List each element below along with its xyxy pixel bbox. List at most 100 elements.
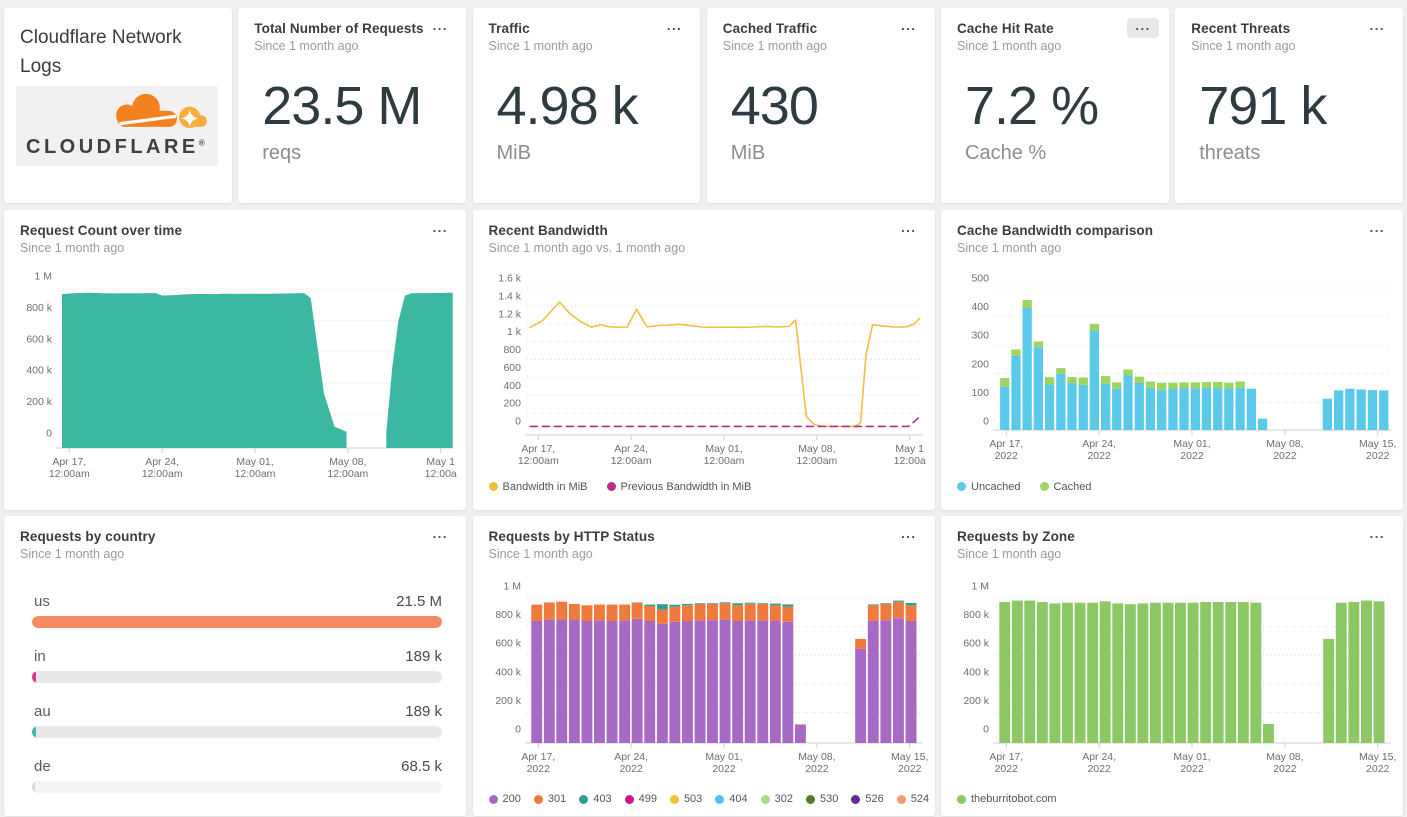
requests-by-http-status-chart[interactable]: 1 M 800 k 600 k 400 k 200 k 0 Apr 17, 2022 Apr 2… [473,564,935,816]
legend-dot-icon [851,794,861,804]
legend-item-200[interactable]: 200 [488,793,521,805]
country-bar [32,671,36,683]
panel-title: Request Count over time [20,222,183,238]
svg-text:1.6 k: 1.6 k [498,272,522,284]
panel-subtitle: Since 1 month ago [20,547,125,561]
svg-text:2022: 2022 [1087,763,1111,775]
legend-dot-icon [896,794,906,804]
country-row-de[interactable]: de 68.5 k [32,753,442,808]
country-label: au [34,703,51,720]
svg-text:Apr 24,: Apr 24, [1082,438,1116,450]
svg-text:Apr 17,: Apr 17, [989,438,1023,450]
legend-item-499[interactable]: 499 [624,793,657,805]
country-value: 189 k [405,703,442,720]
panel-menu-button[interactable]: ... [1369,219,1385,235]
country-row-in[interactable]: in 189 k [32,643,442,698]
svg-text:2022: 2022 [1180,763,1204,775]
legend-item-524[interactable]: 524 [896,793,929,805]
legend-item-Bandwidth in MiB[interactable]: Bandwidth in MiB [488,481,588,493]
svg-text:May 01,: May 01, [705,443,742,455]
svg-text:May 01,: May 01, [1173,438,1210,450]
svg-text:12:00a: 12:00a [893,455,925,467]
panel-menu-button[interactable]: ... [666,18,683,33]
legend-item-Uncached[interactable]: Uncached [957,481,1021,493]
country-bar-track [32,726,442,738]
panel-title: Recent Threats [1191,21,1291,36]
panel-menu-button[interactable]: ... [432,526,448,541]
panel-title: Requests by country [20,529,156,544]
panel-menu-button[interactable]: ... [1369,18,1385,33]
svg-text:2022: 2022 [995,763,1019,775]
svg-text:600 k: 600 k [963,638,989,650]
legend-item-403[interactable]: 403 [579,793,612,805]
chart-panel-request-count: Request Count over time Since 1 month ag… [4,209,466,510]
panel-menu-button[interactable]: ... [1127,18,1159,38]
country-row-au[interactable]: au 189 k [32,698,442,753]
svg-text:1 M: 1 M [971,581,989,593]
stat-unit: MiB [730,142,766,164]
svg-text:600 k: 600 k [26,333,52,345]
chart-panel-requests-by-country: Requests by country Since 1 month ago ..… [4,516,466,816]
panel-menu-button[interactable]: ... [1369,526,1385,541]
country-label: us [34,593,50,610]
svg-text:400 k: 400 k [963,666,989,678]
svg-text:2022: 2022 [1366,450,1390,462]
legend-item-302[interactable]: 302 [760,793,793,805]
svg-text:12:00am: 12:00am [142,468,183,480]
svg-text:1 M: 1 M [503,581,521,593]
svg-text:May 01,: May 01, [236,456,273,468]
legend-item-526[interactable]: 526 [851,793,884,805]
legend-dot-icon [957,794,966,804]
country-row-us[interactable]: us 21.5 M [32,588,442,643]
svg-text:400: 400 [503,379,521,391]
panel-subtitle: Since 1 month ago [488,39,593,53]
requests-by-zone-chart[interactable]: 1 M 800 k 600 k 400 k 200 k 0 Apr 17, 2022 Apr 2… [941,564,1403,816]
stat-panel-total-requests: Total Number of Requests Since 1 month a… [238,8,466,203]
panel-subtitle: Since 1 month ago [488,547,593,561]
legend-item-Previous Bandwidth in MiB[interactable]: Previous Bandwidth in MiB [606,481,751,493]
panel-title: Cached Traffic [722,21,818,36]
legend-dot-icon [533,794,543,804]
svg-text:May 08,: May 08, [1266,438,1303,450]
panel-menu-button[interactable]: ... [901,526,917,541]
legend-dot-icon [488,482,498,491]
cache-bandwidth-chart[interactable]: 500 400 300 200 100 0 Apr 17, 2022 Apr 24, 2022 Ma… [941,258,1403,510]
requests-by-country-chart[interactable]: us 21.5 M in 189 k au 189 k [32,588,442,808]
svg-text:2022: 2022 [995,450,1019,462]
cloudflare-wordmark: CLOUDFLARE® [26,136,205,158]
svg-text:Apr 24,: Apr 24, [1082,751,1116,763]
stat-unit: Cache % [965,142,1047,164]
chart-legend: theburritobot.com [957,793,1057,805]
panel-menu-button[interactable]: ... [432,18,448,33]
panel-menu-button[interactable]: ... [901,18,917,33]
legend-item-Cached[interactable]: Cached [1039,481,1091,493]
panel-menu-button[interactable]: ... [432,219,448,235]
legend-item-530[interactable]: 530 [806,793,838,805]
svg-text:600 k: 600 k [495,638,521,650]
svg-text:800 k: 800 k [495,609,521,621]
legend-item-404[interactable]: 404 [715,793,748,805]
legend-item-301[interactable]: 301 [533,793,566,805]
country-label: de [34,758,51,775]
panel-subtitle: Since 1 month ago [957,240,1062,255]
panel-title: Total Number of Requests [254,21,424,36]
legend-dot-icon [488,794,498,804]
panel-subtitle: Since 1 month ago [722,39,827,53]
svg-text:1.4 k: 1.4 k [498,290,522,302]
country-value: 189 k [405,648,442,665]
svg-text:May 08,: May 08, [798,443,835,455]
legend-item-503[interactable]: 503 [669,793,702,805]
request-count-chart[interactable]: 1 M 800 k 600 k 400 k 200 k 0 Apr 17, 12:00am Ap… [4,258,466,510]
legend-item-theburritobot.com[interactable]: theburritobot.com [957,793,1057,805]
panel-title: Cache Bandwidth comparison [957,222,1154,238]
svg-text:Apr 24,: Apr 24, [614,443,648,455]
panel-menu-button[interactable]: ... [901,219,917,235]
stat-value: 430 [730,76,819,136]
svg-text:400 k: 400 k [495,666,521,678]
svg-text:2022: 2022 [898,763,922,775]
svg-text:Apr 24,: Apr 24, [145,456,179,468]
